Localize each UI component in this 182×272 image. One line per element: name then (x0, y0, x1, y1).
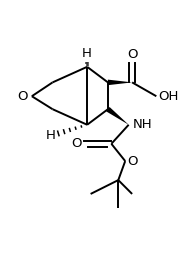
Text: O: O (127, 154, 137, 168)
Polygon shape (106, 107, 129, 125)
Text: O: O (72, 137, 82, 150)
Text: H: H (82, 47, 92, 60)
Text: O: O (127, 48, 137, 61)
Text: H: H (46, 129, 56, 142)
Text: OH: OH (158, 90, 178, 103)
Text: NH: NH (133, 118, 153, 131)
Text: O: O (17, 90, 27, 103)
Polygon shape (108, 80, 132, 85)
